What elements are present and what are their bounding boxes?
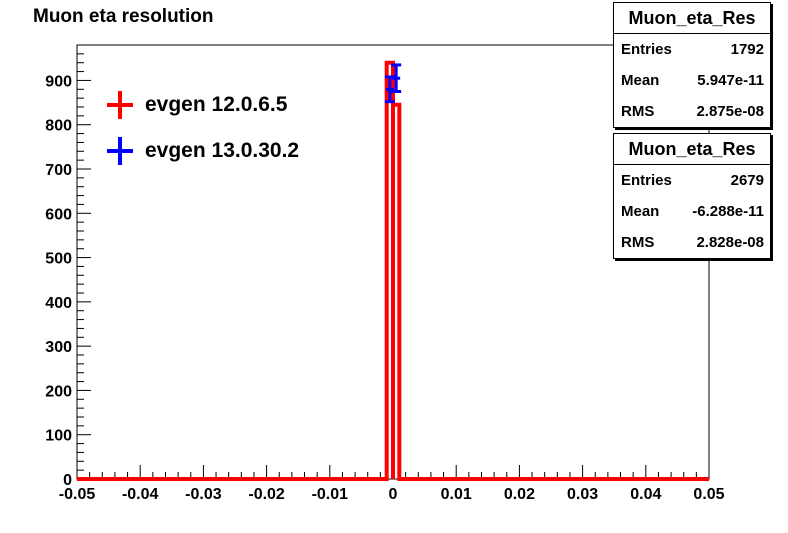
statbox-title: Muon_eta_Res [614, 134, 770, 165]
x-tick-label: 0.04 [630, 486, 661, 503]
x-tick-label: 0.01 [441, 486, 472, 503]
y-tick-label: 300 [45, 339, 72, 356]
x-tick-label: -0.02 [248, 486, 285, 503]
histogram-red-outline [77, 60, 709, 481]
y-tick-label: 100 [45, 428, 72, 445]
statbox-row-entries: Entries 2679 [621, 172, 764, 189]
x-tick-label: -0.03 [185, 486, 222, 503]
y-tick-label: 800 [45, 118, 72, 135]
statbox-row-mean: Mean -6.288e-11 [621, 203, 764, 220]
chart-title: Muon eta resolution [33, 6, 214, 27]
legend: evgen 12.0.6.5 evgen 13.0.30.2 [103, 82, 299, 174]
statbox-series-0: Muon_eta_Res Entries 1792 Mean 5.947e-11… [613, 2, 771, 128]
x-tick-label: 0.05 [693, 486, 724, 503]
statbox-row-rms: RMS 2.828e-08 [621, 234, 764, 251]
y-tick-label: 400 [45, 295, 72, 312]
y-tick-label: 900 [45, 73, 72, 90]
legend-marker-blue [103, 136, 137, 166]
statbox-row-entries: Entries 1792 [621, 41, 764, 58]
x-tick-label: 0 [389, 486, 398, 503]
x-tick-label: -0.04 [122, 486, 159, 503]
y-tick-label: 600 [45, 206, 72, 223]
x-tick-label: -0.01 [312, 486, 349, 503]
x-tick-label: 0.02 [504, 486, 535, 503]
legend-label: evgen 13.0.30.2 [145, 139, 300, 162]
legend-item-series-0: evgen 12.0.6.5 [103, 82, 299, 128]
legend-label: evgen 12.0.6.5 [145, 93, 288, 116]
legend-item-series-1: evgen 13.0.30.2 [103, 128, 299, 174]
x-tick-label: 0.03 [567, 486, 598, 503]
y-tick-label: 700 [45, 162, 72, 179]
x-tick-label: -0.05 [59, 486, 96, 503]
statbox-series-1: Muon_eta_Res Entries 2679 Mean -6.288e-1… [613, 133, 771, 259]
legend-marker-red [103, 90, 137, 120]
y-tick-label: 200 [45, 383, 72, 400]
y-tick-label: 0 [63, 472, 72, 489]
statbox-title: Muon_eta_Res [614, 3, 770, 34]
statbox-row-mean: Mean 5.947e-11 [621, 72, 764, 89]
statbox-row-rms: RMS 2.875e-08 [621, 103, 764, 120]
y-tick-label: 500 [45, 251, 72, 268]
